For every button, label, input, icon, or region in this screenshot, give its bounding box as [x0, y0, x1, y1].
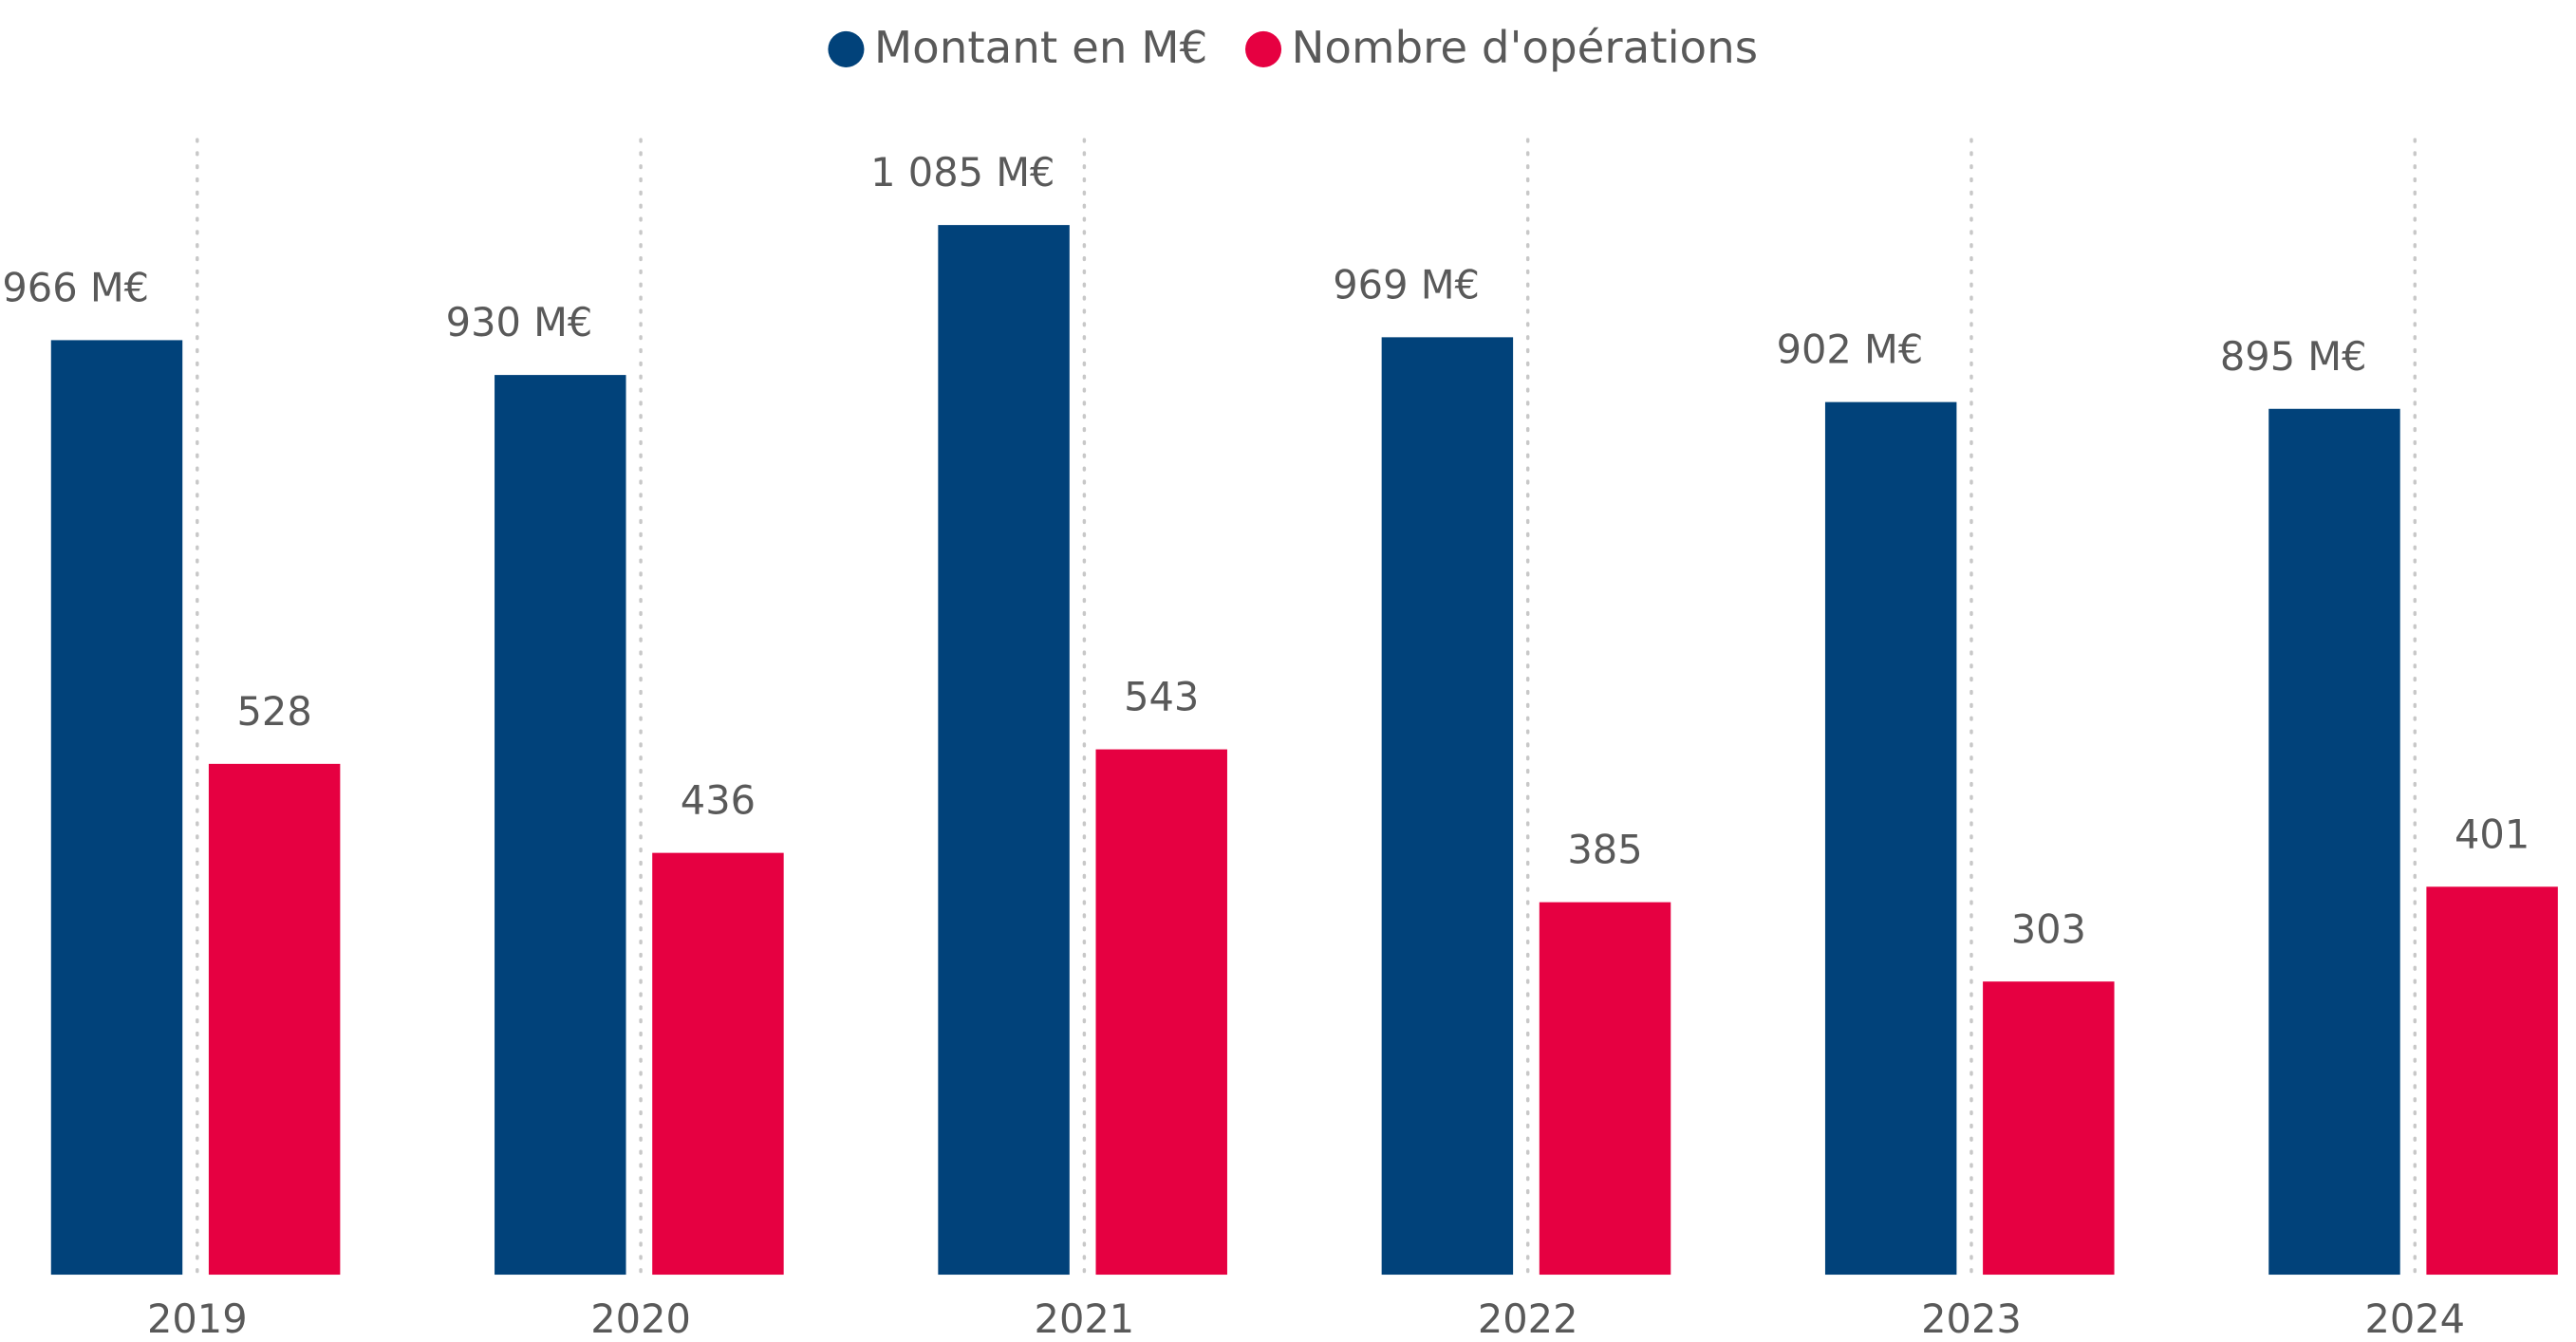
bar	[652, 852, 784, 1276]
bar	[1539, 902, 1671, 1276]
legend: Montant en M€ Nombre d'opérations	[828, 23, 1758, 74]
data-label: 528	[237, 688, 312, 735]
data-label: 385	[1567, 827, 1642, 873]
bar	[495, 375, 626, 1276]
x-tick-label: 2023	[1921, 1295, 2022, 1342]
x-tick-label: 2022	[1478, 1295, 1578, 1342]
bar	[1095, 749, 1227, 1276]
bar	[938, 225, 1070, 1276]
data-label: 543	[1124, 674, 1199, 720]
bar	[1983, 981, 2115, 1276]
legend-swatch	[828, 30, 865, 67]
x-tick-label: 2024	[2364, 1295, 2465, 1342]
bar	[2268, 408, 2400, 1276]
data-label: 902 M€	[1777, 326, 1924, 373]
legend-label: Nombre d'opérations	[1291, 23, 1758, 74]
bar	[50, 340, 183, 1276]
data-label: 966 M€	[2, 264, 149, 310]
x-tick-label: 2019	[147, 1295, 248, 1342]
bar	[1824, 401, 1957, 1276]
data-label: 401	[2455, 811, 2529, 857]
data-label: 895 M€	[2220, 333, 2367, 380]
data-label: 930 M€	[446, 299, 593, 345]
bar	[208, 763, 341, 1276]
bar	[2426, 886, 2558, 1276]
bar	[1381, 337, 1514, 1276]
data-label: 1 085 M€	[870, 149, 1055, 196]
data-label: 436	[681, 777, 756, 824]
x-tick-label: 2021	[1035, 1295, 1135, 1342]
x-tick-label: 2020	[590, 1295, 691, 1342]
legend-swatch	[1245, 30, 1282, 67]
data-label: 969 M€	[1333, 261, 1480, 308]
legend-label: Montant en M€	[874, 23, 1207, 74]
data-label: 303	[2011, 905, 2086, 952]
